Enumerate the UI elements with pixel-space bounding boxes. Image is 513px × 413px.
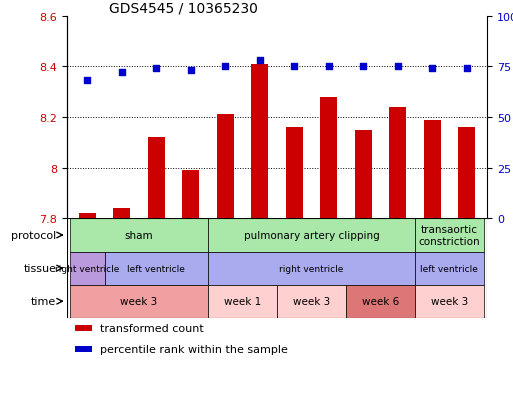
Bar	[75, 346, 92, 352]
Bar	[208, 219, 415, 252]
Point	[187, 68, 195, 74]
Text: GDS4545 / 10365230: GDS4545 / 10365230	[109, 1, 258, 15]
Text: week 1: week 1	[224, 297, 261, 306]
Text: week 3: week 3	[121, 297, 157, 306]
Bar	[79, 214, 96, 219]
Point	[152, 66, 161, 72]
Bar	[105, 252, 208, 285]
Text: protocol: protocol	[11, 230, 56, 240]
Point	[118, 70, 126, 76]
Text: transformed count: transformed count	[101, 323, 204, 333]
Bar	[70, 285, 208, 318]
Bar	[415, 285, 484, 318]
Point	[359, 64, 367, 70]
Bar	[182, 171, 200, 219]
Point	[255, 58, 264, 64]
Text: week 3: week 3	[293, 297, 330, 306]
Text: transaortic
constriction: transaortic constriction	[419, 225, 480, 246]
Text: pulmonary artery clipping: pulmonary artery clipping	[244, 230, 380, 240]
Text: right ventricle: right ventricle	[55, 264, 120, 273]
Bar	[458, 128, 475, 219]
Bar	[320, 97, 338, 219]
Bar	[113, 209, 130, 219]
Bar	[70, 252, 105, 285]
Point	[393, 64, 402, 70]
Text: left ventricle: left ventricle	[421, 264, 478, 273]
Bar	[75, 325, 92, 332]
Bar	[208, 252, 415, 285]
Bar	[208, 285, 277, 318]
Point	[428, 66, 436, 72]
Text: tissue: tissue	[24, 263, 56, 273]
Text: week 6: week 6	[362, 297, 399, 306]
Bar	[346, 285, 415, 318]
Point	[221, 64, 229, 70]
Point	[463, 66, 471, 72]
Bar	[424, 120, 441, 219]
Bar	[415, 252, 484, 285]
Text: percentile rank within the sample: percentile rank within the sample	[101, 344, 288, 354]
Bar	[216, 115, 234, 219]
Point	[290, 64, 299, 70]
Point	[83, 78, 91, 85]
Text: sham: sham	[125, 230, 153, 240]
Bar	[148, 138, 165, 219]
Bar	[415, 219, 484, 252]
Point	[325, 64, 333, 70]
Bar	[277, 285, 346, 318]
Text: week 3: week 3	[431, 297, 468, 306]
Bar	[70, 219, 208, 252]
Bar	[389, 108, 406, 219]
Bar	[286, 128, 303, 219]
Bar	[251, 64, 268, 219]
Text: right ventricle: right ventricle	[279, 264, 344, 273]
Bar	[354, 131, 372, 219]
Text: time: time	[31, 297, 56, 306]
Text: left ventricle: left ventricle	[127, 264, 185, 273]
